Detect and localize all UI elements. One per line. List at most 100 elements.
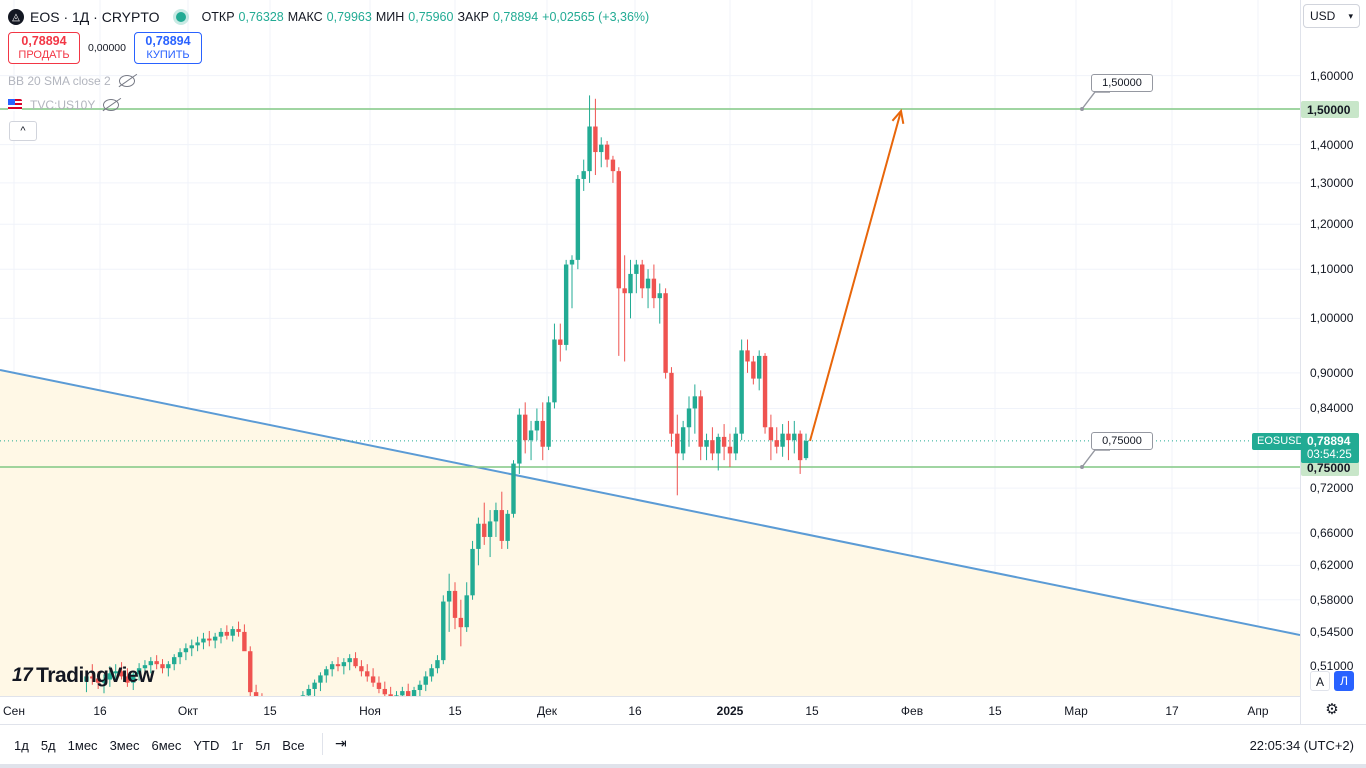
range-all[interactable]: Все xyxy=(282,738,305,753)
ohlc-change: +0,02565 (+3,36%) xyxy=(542,10,650,24)
callout-leader xyxy=(1081,449,1110,468)
candle-body xyxy=(797,433,803,461)
current-price-value: 0,78894 xyxy=(1307,434,1351,448)
candle-body xyxy=(698,396,703,447)
candle-body xyxy=(119,671,124,677)
candle-body xyxy=(622,288,627,294)
buy-button[interactable]: 0,78894 КУПИТЬ xyxy=(134,32,202,64)
sell-price: 0,78894 xyxy=(21,34,67,48)
ohlc-open-label: ОТКР xyxy=(201,10,235,24)
indicator-bb-label: BB 20 SMA close 2 xyxy=(8,74,111,88)
candle-body xyxy=(546,402,551,447)
log-scale-button[interactable]: Л xyxy=(1334,671,1354,691)
candle-body xyxy=(680,427,686,454)
candle-body xyxy=(657,293,662,299)
currency-select[interactable]: USD ▾ xyxy=(1303,4,1360,28)
range-1m[interactable]: 1мес xyxy=(67,738,98,753)
candle-body xyxy=(359,666,364,672)
indicator-bb[interactable]: BB 20 SMA close 2 xyxy=(8,74,135,88)
candle-body xyxy=(411,690,417,696)
candle-body xyxy=(388,694,393,696)
range-1y[interactable]: 1г xyxy=(231,738,244,753)
symbol-title[interactable]: EOS · 1Д · CRYPTO xyxy=(30,9,160,25)
candle-body xyxy=(248,651,253,693)
callout-leader xyxy=(1081,91,1110,110)
candle-body xyxy=(107,673,113,680)
candle-body xyxy=(218,631,224,637)
candle-body xyxy=(113,671,118,674)
ohlc-low-value: 0,75960 xyxy=(408,10,454,24)
candlesticks xyxy=(84,95,809,696)
candle-body xyxy=(739,350,744,434)
candle-body xyxy=(487,521,493,537)
date-ranges: 1д 5д 1мес 3мес 6мес YTD 1г 5л Все xyxy=(14,738,317,753)
time-tick-label: 15 xyxy=(263,704,277,718)
time-tick-label: Ноя xyxy=(359,704,381,718)
range-3m[interactable]: 3мес xyxy=(109,738,140,753)
price-axis-separator xyxy=(1300,0,1301,724)
eye-hidden-icon[interactable] xyxy=(118,75,135,87)
candle-body xyxy=(207,638,212,641)
candle-body xyxy=(300,695,306,696)
candle-body xyxy=(686,408,692,428)
callout-0-75[interactable]: 0,75000 xyxy=(1091,432,1153,450)
range-5y[interactable]: 5л xyxy=(255,738,271,753)
range-1d[interactable]: 1д xyxy=(14,738,29,753)
candle-body xyxy=(628,273,633,294)
price-tick-label: 0,66000 xyxy=(1310,526,1354,541)
candle-body xyxy=(616,171,621,289)
bollinger-zone xyxy=(0,370,1300,696)
buy-price: 0,78894 xyxy=(145,34,191,48)
candle-body xyxy=(581,171,586,179)
candle-body xyxy=(476,523,481,549)
candle-body xyxy=(160,664,165,669)
sell-button[interactable]: 0,78894 ПРОДАТЬ xyxy=(8,32,80,64)
candle-body xyxy=(569,259,575,265)
candle-body xyxy=(84,676,89,682)
candle-body xyxy=(493,510,499,522)
candle-body xyxy=(452,590,458,618)
range-6m[interactable]: 6мес xyxy=(151,738,182,753)
range-ytd[interactable]: YTD xyxy=(193,738,220,753)
clock[interactable]: 22:05:34 (UTC+2) xyxy=(1249,738,1354,753)
candle-body xyxy=(353,658,358,667)
collapse-legend-button[interactable]: ^ xyxy=(9,121,37,141)
price-tick-label: 0,62000 xyxy=(1310,558,1354,573)
candle-body xyxy=(634,264,639,274)
candle-body xyxy=(517,414,522,464)
price-tick-label: 0,58000 xyxy=(1310,592,1354,607)
callout-1-5[interactable]: 1,50000 xyxy=(1091,74,1153,92)
tradingview-logo[interactable]: 17 TradingView xyxy=(12,664,154,688)
price-tick-label: 1,30000 xyxy=(1310,175,1354,190)
candle-body xyxy=(710,440,715,454)
callout-anchor-dot xyxy=(1080,465,1084,469)
current-price-tag: 0,78894 03:54:25 xyxy=(1301,433,1359,463)
candle-body xyxy=(166,664,171,669)
axis-mode-buttons: A Л xyxy=(1310,671,1354,691)
time-tick-label: Сен xyxy=(3,704,25,718)
indicator-tvc[interactable]: TVC:US10Y xyxy=(8,98,120,112)
time-tick-label: Фев xyxy=(900,704,924,718)
gear-icon[interactable]: ⚙ xyxy=(1325,701,1339,718)
candle-body xyxy=(704,440,709,447)
candle-body xyxy=(499,510,504,541)
candle-body xyxy=(329,664,335,670)
spread-value: 0,00000 xyxy=(88,42,126,54)
calendar-range-icon[interactable]: ⇥ xyxy=(335,735,347,751)
candle-body xyxy=(236,629,241,632)
descending-trendline xyxy=(0,369,1300,636)
price-tick-label: 1,40000 xyxy=(1310,137,1354,152)
price-chart[interactable] xyxy=(0,0,1300,696)
candle-body xyxy=(692,396,698,409)
candle-body xyxy=(786,433,791,441)
forecast-arrow-shaft xyxy=(809,110,902,442)
auto-scale-button[interactable]: A xyxy=(1310,671,1330,691)
forecast-arrowhead xyxy=(891,108,905,124)
candle-body xyxy=(587,126,592,172)
candle-body xyxy=(212,636,218,641)
eye-hidden-icon[interactable] xyxy=(103,99,120,111)
candle-body xyxy=(370,676,376,683)
candle-body xyxy=(101,679,107,683)
range-5d[interactable]: 5д xyxy=(40,738,56,753)
candle-body xyxy=(593,126,598,153)
